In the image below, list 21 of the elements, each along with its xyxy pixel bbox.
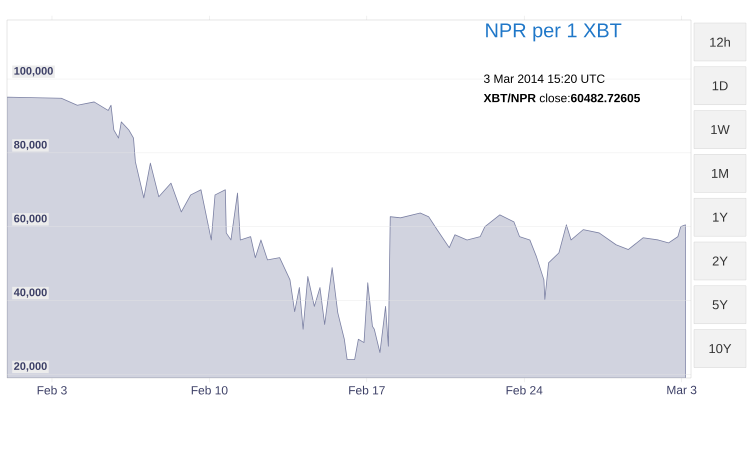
x-tick-label: Feb 3 <box>38 386 67 395</box>
y-tick-label: 40,000 <box>14 288 47 298</box>
y-tick-label: 80,000 <box>14 140 47 150</box>
x-tick-label: Feb 17 <box>349 386 385 395</box>
text: 5Y <box>712 300 728 310</box>
text: 1M <box>712 168 728 178</box>
text: 2Y <box>712 256 728 266</box>
y-tick-label: 20,000 <box>14 362 47 372</box>
text: 12h <box>710 37 730 47</box>
chart-title: NPR per 1 XBT <box>486 24 622 42</box>
x-tick-label: Mar 3 <box>667 386 696 394</box>
text: 1D <box>712 81 728 90</box>
text: 1W <box>711 125 730 134</box>
text: 1Y <box>713 212 728 222</box>
y-tick-label: 60,000 <box>14 214 47 224</box>
annotation: XBT/NPR close:60482.72605 <box>484 94 640 102</box>
y-tick-label: 100,000 <box>14 67 53 76</box>
text: 10Y <box>709 344 732 354</box>
annotation: 3 Mar 2014 15:20 UTC <box>484 74 605 83</box>
x-tick-label: Feb 24 <box>506 386 542 395</box>
x-tick-label: Feb 10 <box>192 386 228 395</box>
